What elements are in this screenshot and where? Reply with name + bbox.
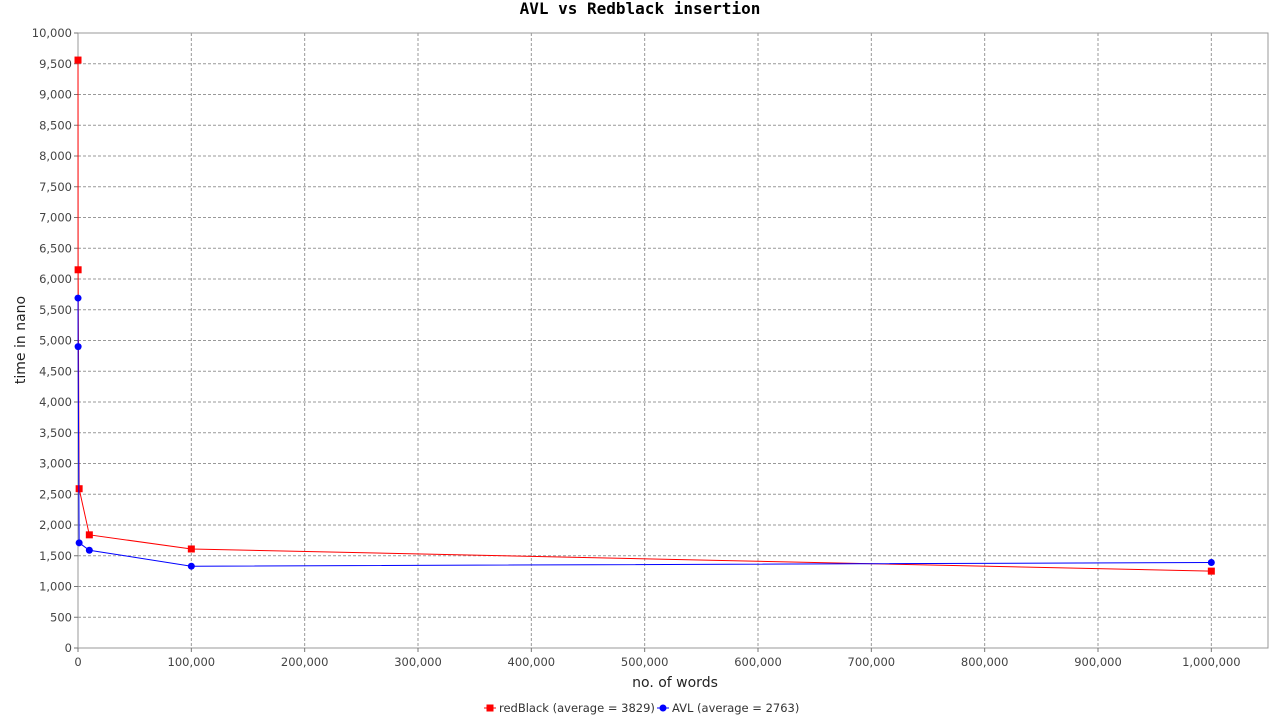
x-tick-label: 900,000 <box>1074 655 1122 669</box>
series-0-point <box>74 56 82 64</box>
y-tick-label: 3,000 <box>39 457 72 471</box>
x-tick-label: 400,000 <box>508 655 556 669</box>
series-1-point <box>74 294 82 302</box>
y-tick-label: 2,500 <box>39 487 72 501</box>
y-tick-label: 0 <box>65 641 72 655</box>
legend-marker-0 <box>486 704 494 712</box>
y-tick-label: 500 <box>50 610 72 624</box>
y-tick-label: 10,000 <box>32 26 72 40</box>
series-line-0 <box>77 60 1212 572</box>
series-lines <box>74 56 1215 575</box>
x-tick-label: 0 <box>74 655 81 669</box>
x-tick-label: 800,000 <box>961 655 1009 669</box>
x-tick-label: 700,000 <box>848 655 896 669</box>
y-tick-label: 4,000 <box>39 395 72 409</box>
x-tick-label: 1,000,000 <box>1182 655 1241 669</box>
series-1-point <box>1207 559 1215 567</box>
y-tick-label: 8,500 <box>39 118 72 132</box>
series-1-point <box>75 539 83 547</box>
x-tick-label: 300,000 <box>394 655 442 669</box>
legend-marker-1 <box>659 704 667 712</box>
y-tick-label: 3,500 <box>39 426 72 440</box>
y-tick-label: 7,500 <box>39 180 72 194</box>
x-tick-label: 200,000 <box>281 655 329 669</box>
chart-title: AVL vs Redblack insertion <box>520 0 761 18</box>
series-1-point <box>74 343 82 351</box>
y-tick-label: 9,000 <box>39 88 72 102</box>
series-0-point <box>85 531 93 539</box>
y-tick-label: 7,000 <box>39 211 72 225</box>
y-tick-label: 1,000 <box>39 580 72 594</box>
y-axis-label: time in nano <box>13 296 29 384</box>
y-tick-label: 1,500 <box>39 549 72 563</box>
tick-labels: 0 100,000 200,000 300,000 400,000 500,000 600,… <box>32 26 1241 669</box>
series-1-point <box>85 546 93 554</box>
axes <box>74 32 1212 652</box>
x-tick-label: 500,000 <box>621 655 669 669</box>
series-line-1 <box>77 298 1212 567</box>
y-tick-label: 9,500 <box>39 57 72 71</box>
legend: redBlack (average = 3829) AVL (average = … <box>484 701 799 715</box>
y-tick-label: 6,500 <box>39 241 72 255</box>
y-tick-label: 5,500 <box>39 303 72 317</box>
x-axis-label: no. of words <box>632 675 718 691</box>
y-tick-label: 5,000 <box>39 334 72 348</box>
series-1-point <box>187 562 195 570</box>
legend-label-0: redBlack (average = 3829) <box>499 701 655 715</box>
series-0-point <box>187 545 195 553</box>
x-tick-label: 600,000 <box>734 655 782 669</box>
y-tick-label: 2,000 <box>39 518 72 532</box>
y-tick-label: 4,500 <box>39 364 72 378</box>
legend-label-1: AVL (average = 2763) <box>672 701 799 715</box>
series-0-point <box>1207 567 1215 575</box>
series-0-point <box>74 266 82 274</box>
y-tick-label: 8,000 <box>39 149 72 163</box>
y-tick-label: 6,000 <box>39 272 72 286</box>
x-tick-label: 100,000 <box>168 655 216 669</box>
